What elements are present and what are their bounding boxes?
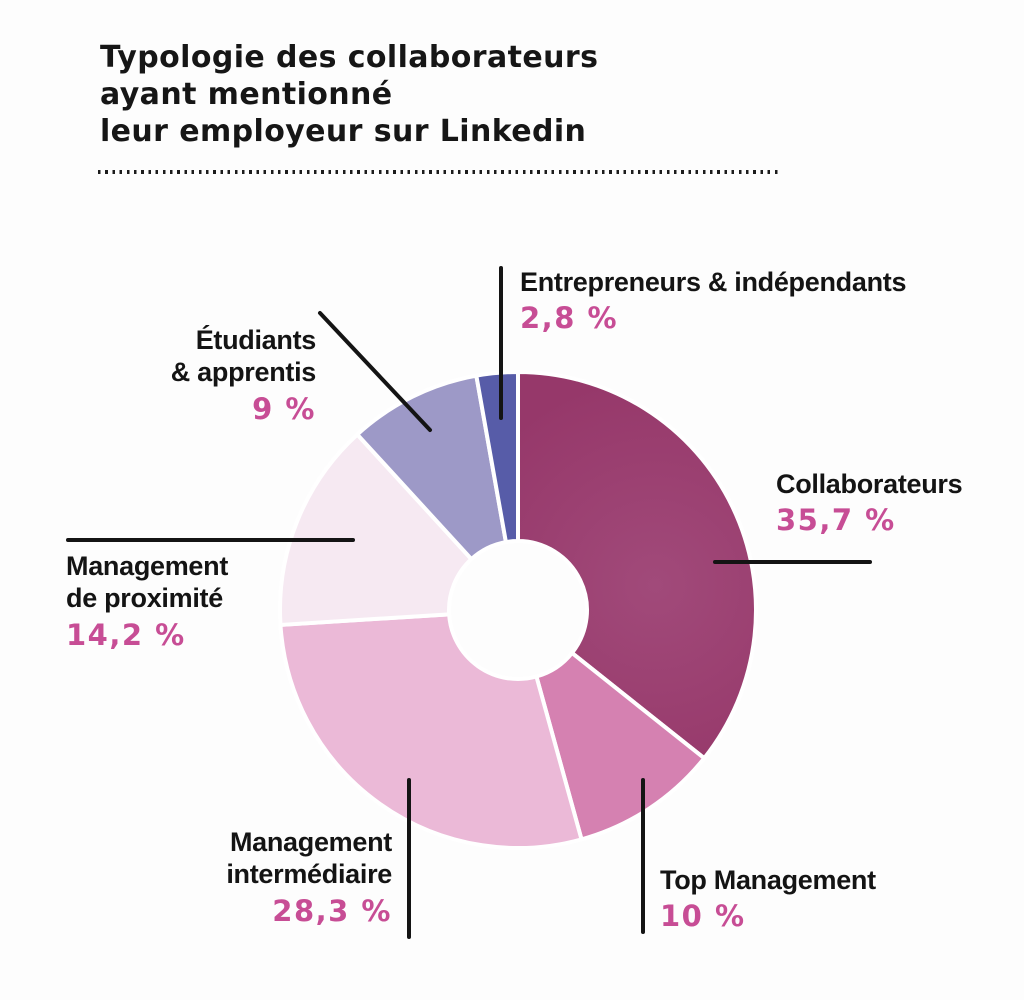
chart-title: Typologie des collaborateurs ayant menti… <box>100 40 598 151</box>
slice-top-management <box>534 650 707 842</box>
slice-etudiants-apprentis <box>355 373 508 562</box>
label-text: & apprentis <box>170 357 317 388</box>
chart-title-line2: ayant mentionné <box>100 76 393 112</box>
slice-collaborateurs <box>516 370 758 761</box>
label-entrepreneurs-independants: Entrepreneurs & indépendants 2,8 % <box>520 266 906 336</box>
label-text: intermédiaire <box>226 859 392 890</box>
label-text: Collaborateurs <box>776 469 963 499</box>
chart-title-line1: Typologie des collaborateurs <box>100 40 599 75</box>
label-collaborateurs: Collaborateurs 35,7 % <box>776 468 963 538</box>
percent-value: 9 % <box>252 391 316 426</box>
percent-value: 10 % <box>660 899 746 934</box>
label-text: Top Management <box>660 865 876 895</box>
percent-value: 35,7 % <box>776 503 896 538</box>
slice-management-de-proximite <box>278 432 474 627</box>
percent-value: 2,8 % <box>520 301 619 336</box>
label-etudiants-apprentis: Étudiants & apprentis 9 % <box>170 324 317 427</box>
label-top-management: Top Management 10 % <box>660 864 876 934</box>
label-text: Entrepreneurs & indépendants <box>520 267 907 297</box>
label-text: Étudiants <box>195 325 317 355</box>
donut-slices <box>278 369 758 851</box>
label-management-intermediaire: Management intermédiaire 28,3 % <box>226 826 392 929</box>
percent-value: 28,3 % <box>272 893 392 928</box>
percent-value: 14,2 % <box>66 617 186 652</box>
chart-title-line3: leur employeur sur Linkedin <box>100 113 587 149</box>
leader-line-etudiants <box>318 311 432 432</box>
slice-management-intermediaire <box>278 612 584 851</box>
slice-entrepreneurs-independants <box>474 369 520 545</box>
dotted-divider <box>98 170 778 174</box>
label-text: de proximité <box>66 583 223 614</box>
label-management-de-proximite: Management de proximité 14,2 % <box>66 550 228 653</box>
label-text: Management <box>66 551 229 581</box>
label-text: Management <box>229 827 392 857</box>
